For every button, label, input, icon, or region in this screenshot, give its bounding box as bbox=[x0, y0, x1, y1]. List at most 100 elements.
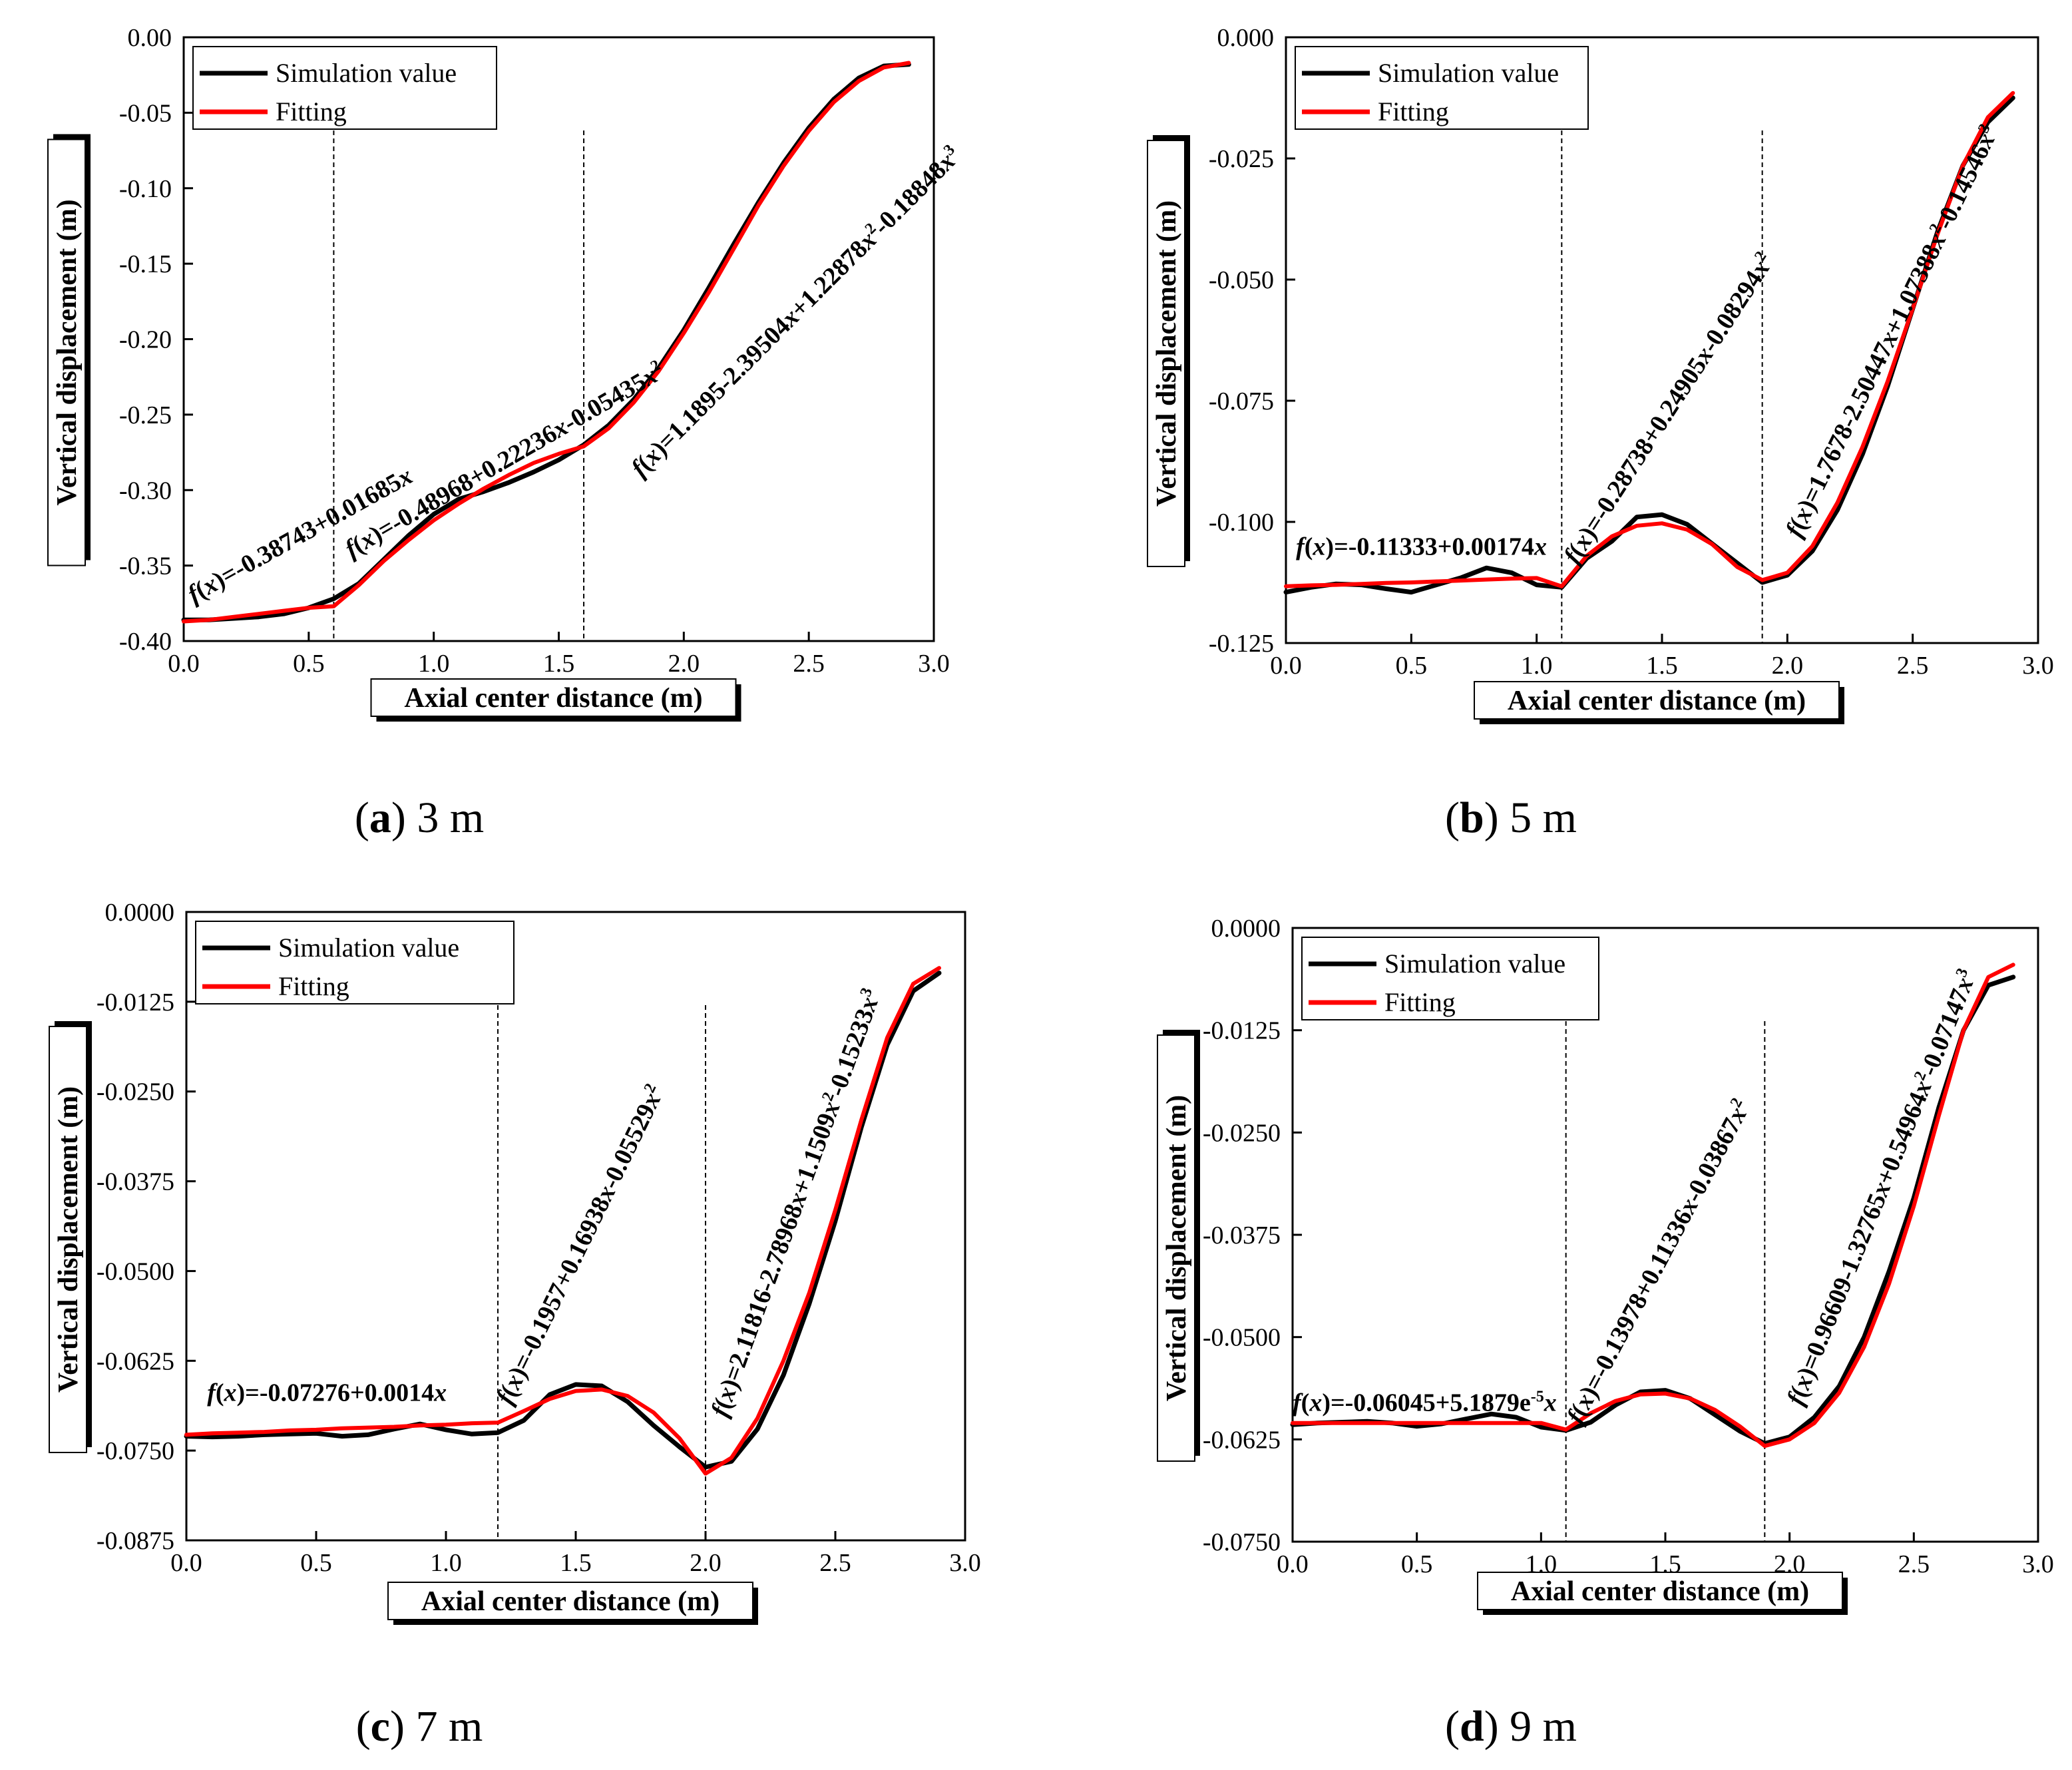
y-tick-label: -0.100 bbox=[1209, 509, 1274, 537]
fit-equation: f(x)=-0.11333+0.00174x bbox=[1296, 533, 1547, 561]
chart-panel-b: 0.0 0.5 1.0 1.5 2.0 2.5 3.0 0.000 -0.025 -0.050 -0… bbox=[1147, 24, 2054, 842]
y-tick-label: -0.35 bbox=[119, 553, 172, 580]
x-tick-label: 0.5 bbox=[1401, 1550, 1433, 1578]
y-tick-label: -0.0250 bbox=[97, 1078, 174, 1106]
x-tick-label: 2.5 bbox=[819, 1549, 851, 1577]
x-tick-label: 3.0 bbox=[949, 1549, 981, 1577]
panel-caption: (d) 9 m bbox=[1445, 1702, 1577, 1751]
x-tick-label: 2.5 bbox=[1897, 652, 1929, 680]
fitting-line bbox=[182, 61, 911, 624]
fit-equation: f(x)=-0.28738+0.24905x-0.08294x2 bbox=[1557, 248, 1779, 568]
panel-caption: (a) 3 m bbox=[355, 793, 484, 842]
fit-equation: f(x)=-0.13978+0.11336x-0.03867x2 bbox=[1561, 1095, 1756, 1429]
x-axis-label: Axial center distance (m) bbox=[1508, 686, 1806, 716]
simulation-line bbox=[184, 971, 942, 1470]
y-axis-label: Vertical displacement (m) bbox=[1151, 200, 1182, 507]
y-tick-label: -0.25 bbox=[119, 401, 172, 429]
x-tick-label: 1.5 bbox=[1646, 652, 1678, 680]
x-tick-label: 2.0 bbox=[1772, 652, 1804, 680]
y-tick-label: -0.30 bbox=[119, 477, 172, 505]
x-axis-label: Axial center distance (m) bbox=[404, 683, 702, 714]
fitting-line bbox=[1284, 91, 2015, 588]
x-label-box bbox=[387, 1582, 753, 1620]
fit-equation: f(x)=1.7678-2.50447x+1.07388x2-0.14546x3 bbox=[1780, 121, 2004, 541]
y-tick-label: 0.0000 bbox=[1211, 915, 1281, 943]
simulation-line bbox=[1283, 95, 2015, 595]
x-tick-label: 2.0 bbox=[690, 1549, 722, 1577]
fit-equation: f(x)=1.1895-2.39504x+1.22878x2-0.18848x3 bbox=[625, 141, 966, 482]
y-tick-label: -0.05 bbox=[119, 99, 172, 127]
x-tick-label: 3.0 bbox=[2022, 652, 2054, 680]
y-tick-label: -0.0375 bbox=[1203, 1221, 1281, 1249]
x-tick-label: 2.0 bbox=[668, 650, 700, 678]
y-tick-label: -0.20 bbox=[119, 326, 172, 354]
x-tick-label: 3.0 bbox=[918, 650, 950, 678]
y-tick-label: 0.0000 bbox=[105, 899, 175, 927]
chart-panel-a: 0.0 0.5 1.0 1.5 2.0 2.5 3.0 0.00 -0.05 -0.10 -0.15… bbox=[47, 24, 966, 842]
legend-label: Simulation value bbox=[276, 58, 457, 88]
x-tick-label: 0.0 bbox=[1270, 652, 1302, 680]
x-tick-label: 1.0 bbox=[418, 650, 450, 678]
y-label-box bbox=[1147, 140, 1185, 567]
x-tick-label: 2.5 bbox=[1898, 1550, 1930, 1578]
y-tick-label: -0.0750 bbox=[97, 1437, 174, 1465]
fitting-line bbox=[184, 966, 941, 1476]
panel-caption: (c) 7 m bbox=[356, 1702, 483, 1751]
x-tick-label: 1.0 bbox=[430, 1549, 462, 1577]
x-tick-label: 1.5 bbox=[560, 1549, 592, 1577]
fit-equation: f(x)=2.11816-2.78968x+1.1509x2-0.15233x3 bbox=[705, 985, 887, 1420]
y-tick-label: -0.0125 bbox=[1203, 1017, 1281, 1045]
y-tick-label: -0.025 bbox=[1209, 145, 1274, 173]
y-label-box bbox=[47, 138, 86, 566]
legend-label: Fitting bbox=[276, 97, 347, 126]
y-tick-label: -0.050 bbox=[1209, 266, 1274, 294]
fitting-line bbox=[1291, 963, 2015, 1448]
y-tick-label: -0.0125 bbox=[97, 989, 174, 1016]
y-tick-label: -0.075 bbox=[1209, 387, 1274, 415]
simulation-line bbox=[1290, 975, 2016, 1446]
legend-label: Fitting bbox=[1384, 987, 1456, 1017]
y-label-group: Vertical displacement (m) bbox=[1157, 1030, 1200, 1462]
legend-box bbox=[192, 46, 497, 130]
y-tick-label: -0.0500 bbox=[97, 1257, 174, 1285]
fit-equation: f(x)=-0.1957+0.16938x-0.05529x2 bbox=[491, 1081, 670, 1409]
y-tick-label: -0.0250 bbox=[1203, 1119, 1281, 1147]
panel-caption: (b) 5 m bbox=[1445, 793, 1577, 842]
fit-equation: f(x)=-0.07276+0.0014x bbox=[207, 1379, 447, 1407]
x-tick-label: 0.5 bbox=[1396, 652, 1428, 680]
fit-equation: f(x)=-0.06045+5.1879e-5x bbox=[1293, 1388, 1557, 1417]
x-tick-label: 0.0 bbox=[170, 1549, 202, 1577]
y-tick-label: -0.0750 bbox=[1203, 1528, 1281, 1556]
legend-label: Simulation value bbox=[1378, 58, 1559, 88]
y-tick-label: -0.15 bbox=[119, 250, 172, 278]
y-tick-label: -0.0375 bbox=[97, 1168, 174, 1196]
x-tick-label: 0.0 bbox=[168, 650, 200, 678]
y-tick-label: -0.10 bbox=[119, 175, 172, 203]
fit-equation: f(x)=0.96609-1.32765x+0.54964x2-0.07147x… bbox=[1781, 966, 1982, 1409]
x-label-box bbox=[370, 678, 737, 717]
y-axis-label: Vertical displacement (m) bbox=[1161, 1095, 1192, 1401]
y-tick-label: 0.00 bbox=[128, 24, 172, 52]
y-label-group: Vertical displacement (m) bbox=[49, 1021, 92, 1453]
x-tick-label: 0.0 bbox=[1277, 1550, 1309, 1578]
y-tick-label: -0.40 bbox=[119, 628, 172, 656]
fit-equation: f(x)=-0.48968+0.22236x-0.05435x2 bbox=[340, 357, 669, 563]
x-label-box bbox=[1477, 1572, 1843, 1610]
x-axis-label: Axial center distance (m) bbox=[421, 1586, 720, 1617]
y-label-box bbox=[1157, 1034, 1195, 1462]
legend-box bbox=[1295, 46, 1589, 130]
y-tick-label: -0.0875 bbox=[97, 1527, 174, 1555]
x-tick-label: 2.5 bbox=[793, 650, 825, 678]
y-label-group: Vertical displacement (m) bbox=[1147, 135, 1190, 567]
y-axis-label: Vertical displacement (m) bbox=[53, 1086, 84, 1393]
y-tick-label: -0.0625 bbox=[1203, 1426, 1281, 1454]
legend-box bbox=[1301, 937, 1599, 1020]
x-tick-label: 1.5 bbox=[543, 650, 575, 678]
x-tick-label: 0.5 bbox=[300, 1549, 332, 1577]
chart-panel-d: 0.0 0.5 1.0 1.5 2.0 2.5 3.00.0000-0.0125-0.025… bbox=[1157, 915, 2054, 1751]
y-axis-label: Vertical displacement (m) bbox=[52, 199, 83, 505]
y-tick-label: -0.125 bbox=[1209, 630, 1274, 658]
chart-panel-c: 0.0 0.5 1.0 1.5 2.0 2.5 3.0 0.0000 -0.0125 -0.025… bbox=[49, 899, 981, 1751]
y-tick-label: -0.0625 bbox=[97, 1347, 174, 1375]
